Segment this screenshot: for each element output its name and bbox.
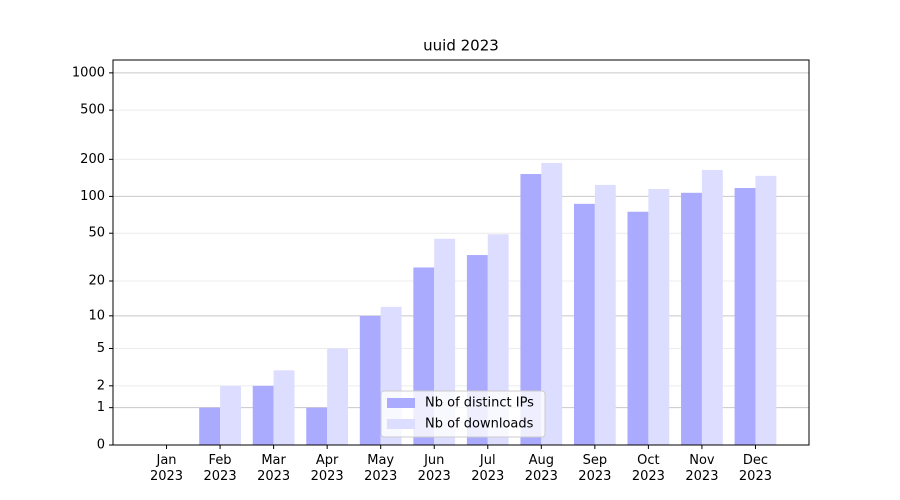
legend-swatch <box>387 398 415 408</box>
x-tick-label: Jun 2023 <box>417 453 451 484</box>
x-tick-label: May 2023 <box>364 453 398 484</box>
bar <box>541 162 563 445</box>
x-tick-label: Mar 2023 <box>257 453 291 484</box>
y-tick-label: 100 <box>80 189 105 204</box>
x-tick-label: Sep 2023 <box>578 453 612 484</box>
bar <box>573 203 595 445</box>
x-tick-label: Jan 2023 <box>149 453 184 484</box>
bar <box>627 211 649 445</box>
bar <box>648 188 670 445</box>
legend: Nb of distinct IPs Nb of downloads <box>380 390 546 438</box>
legend-label: Nb of downloads <box>425 417 534 432</box>
legend-box <box>380 390 546 438</box>
bar <box>681 192 702 445</box>
bar <box>359 315 381 445</box>
x-tick-label: Feb 2023 <box>203 453 237 484</box>
y-tick-label: 0 <box>97 438 105 453</box>
plot-frame <box>112 59 810 446</box>
legend-label: Nb of distinct IPs <box>425 396 534 411</box>
bar <box>220 385 241 445</box>
y-tick-label: 1000 <box>72 65 105 80</box>
x-tick-label: Jul 2023 <box>471 453 505 484</box>
x-tick-label: Dec 2023 <box>738 453 772 484</box>
bar <box>734 188 756 445</box>
bar <box>306 407 328 445</box>
x-tick-label: Aug 2023 <box>524 453 558 484</box>
y-tick-label: 500 <box>80 103 105 118</box>
bar <box>594 184 616 445</box>
y-tick-label: 20 <box>88 274 105 289</box>
bar <box>327 348 349 445</box>
x-tick-label: Nov 2023 <box>685 453 719 484</box>
bar <box>701 169 723 446</box>
y-tick-label: 50 <box>88 226 105 241</box>
y-tick-label: 1 <box>97 400 105 415</box>
bar <box>199 407 221 445</box>
x-tick-label: Apr 2023 <box>310 453 344 484</box>
y-tick-label: 10 <box>88 308 105 323</box>
bar <box>273 370 295 445</box>
bar <box>252 385 274 445</box>
chart-title: uuid 2023 <box>423 37 499 55</box>
x-tick-label: Oct 2023 <box>631 453 665 484</box>
bar <box>755 175 777 445</box>
y-tick-label: 5 <box>97 341 105 356</box>
bar <box>520 174 542 445</box>
y-tick-label: 200 <box>80 152 105 167</box>
y-tick-label: 2 <box>97 378 105 393</box>
legend-swatch <box>387 419 415 429</box>
